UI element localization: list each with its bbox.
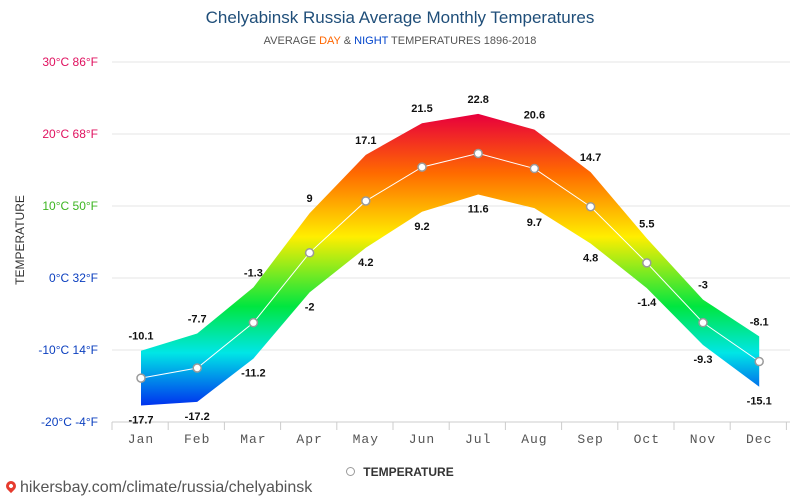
mean-line	[136, 148, 764, 383]
mean-point	[529, 163, 540, 174]
night-value-label: -17.7	[128, 414, 153, 426]
day-value-label: -10.1	[128, 331, 153, 343]
source-text: hikersbay.com/climate/russia/chelyabinsk	[20, 479, 313, 496]
mean-point	[361, 196, 371, 206]
x-tick-label: Feb	[184, 432, 210, 447]
night-value-label: -1.4	[637, 297, 657, 309]
day-value-label: -7.7	[188, 313, 207, 325]
mean-point	[417, 162, 427, 172]
subtitle-suffix: TEMPERATURES 1896-2018	[388, 35, 537, 47]
mean-polyline	[140, 152, 760, 379]
mean-point	[304, 248, 315, 258]
x-tick-label: Apr	[296, 432, 322, 447]
x-axis-ticks: Jan Feb Mar Apr May Jun Jul Aug Sep Oct Nov Dec	[128, 432, 772, 447]
x-tick-label: Oct	[634, 432, 660, 447]
x-tick-label: Jul	[465, 432, 491, 447]
day-value-label: 14.7	[580, 152, 601, 164]
day-value-label: -3	[698, 280, 708, 292]
night-value-label: 11.6	[468, 203, 489, 215]
mean-point	[136, 373, 146, 383]
value-labels: -10.1 -7.7 -1.3 9 17.1 21.5 22.8 20.6 14.7 5.5 -3 -…	[128, 94, 771, 427]
night-value-label: -17.2	[185, 411, 210, 423]
chart-title: Chelyabinsk Russia Average Monthly Tempe…	[205, 8, 595, 27]
mean-point	[248, 317, 259, 328]
day-value-label: 20.6	[524, 110, 545, 122]
x-tick-label: Aug	[521, 432, 547, 447]
y-axis-label: TEMPERATURE	[13, 195, 27, 285]
day-value-label: 21.5	[411, 103, 432, 115]
x-tick-label: Jun	[409, 432, 435, 447]
day-value-label: 9	[307, 193, 313, 205]
day-night-band	[141, 113, 760, 406]
night-value-label: 4.8	[583, 252, 598, 264]
y-tick-label: 0°C 32°F	[49, 271, 98, 285]
mean-point	[585, 201, 596, 212]
subtitle-day: DAY	[319, 35, 341, 47]
x-tick-label: Nov	[690, 432, 716, 447]
x-tick-label: Jan	[128, 432, 154, 447]
location-pin-icon	[3, 478, 19, 493]
subtitle-night: NIGHT	[354, 35, 389, 47]
y-tick-label: -10°C 14°F	[38, 343, 98, 357]
day-value-label: 5.5	[639, 218, 654, 230]
night-value-label: -15.1	[747, 396, 772, 408]
y-tick-label: 20°C 68°F	[42, 127, 98, 141]
legend-marker-icon	[346, 467, 356, 477]
y-axis-ticks: 30°C 86°F 20°C 68°F 10°C 50°F 0°C 32°F -10°C…	[38, 55, 98, 429]
y-tick-label: -20°C -4°F	[41, 415, 98, 429]
day-value-label: 22.8	[467, 94, 488, 106]
day-value-label: -8.1	[750, 316, 769, 328]
y-tick-label: 30°C 86°F	[42, 55, 98, 69]
day-value-label: -1.3	[244, 267, 263, 279]
chart-subtitle: AVERAGE DAY & NIGHT TEMPERATURES 1896-20…	[0, 35, 800, 47]
subtitle-amp: &	[340, 35, 355, 47]
mean-point	[754, 356, 764, 367]
x-tick-label: Mar	[240, 432, 266, 447]
night-value-label: 9.7	[527, 217, 542, 229]
day-value-label: 17.1	[355, 135, 376, 147]
subtitle-prefix: AVERAGE	[263, 35, 320, 47]
legend[interactable]: TEMPERATURE	[0, 464, 800, 479]
source-link[interactable]: hikersbay.com/climate/russia/chelyabinsk	[3, 478, 313, 497]
temperature-band	[141, 113, 760, 406]
legend-label: TEMPERATURE	[363, 464, 454, 479]
night-value-label: 4.2	[358, 257, 373, 269]
mean-point	[192, 363, 202, 373]
x-tick-label: May	[353, 432, 379, 447]
mean-point	[473, 148, 483, 159]
night-value-label: 9.2	[414, 221, 429, 233]
night-value-label: -2	[305, 301, 315, 313]
mean-point	[642, 258, 652, 268]
y-tick-label: 10°C 50°F	[42, 199, 98, 213]
x-tick-label: Dec	[746, 432, 772, 447]
night-value-label: -9.3	[694, 354, 713, 366]
mean-point	[698, 317, 708, 328]
night-value-label: -11.2	[241, 368, 265, 380]
x-tick-label: Sep	[577, 432, 603, 447]
